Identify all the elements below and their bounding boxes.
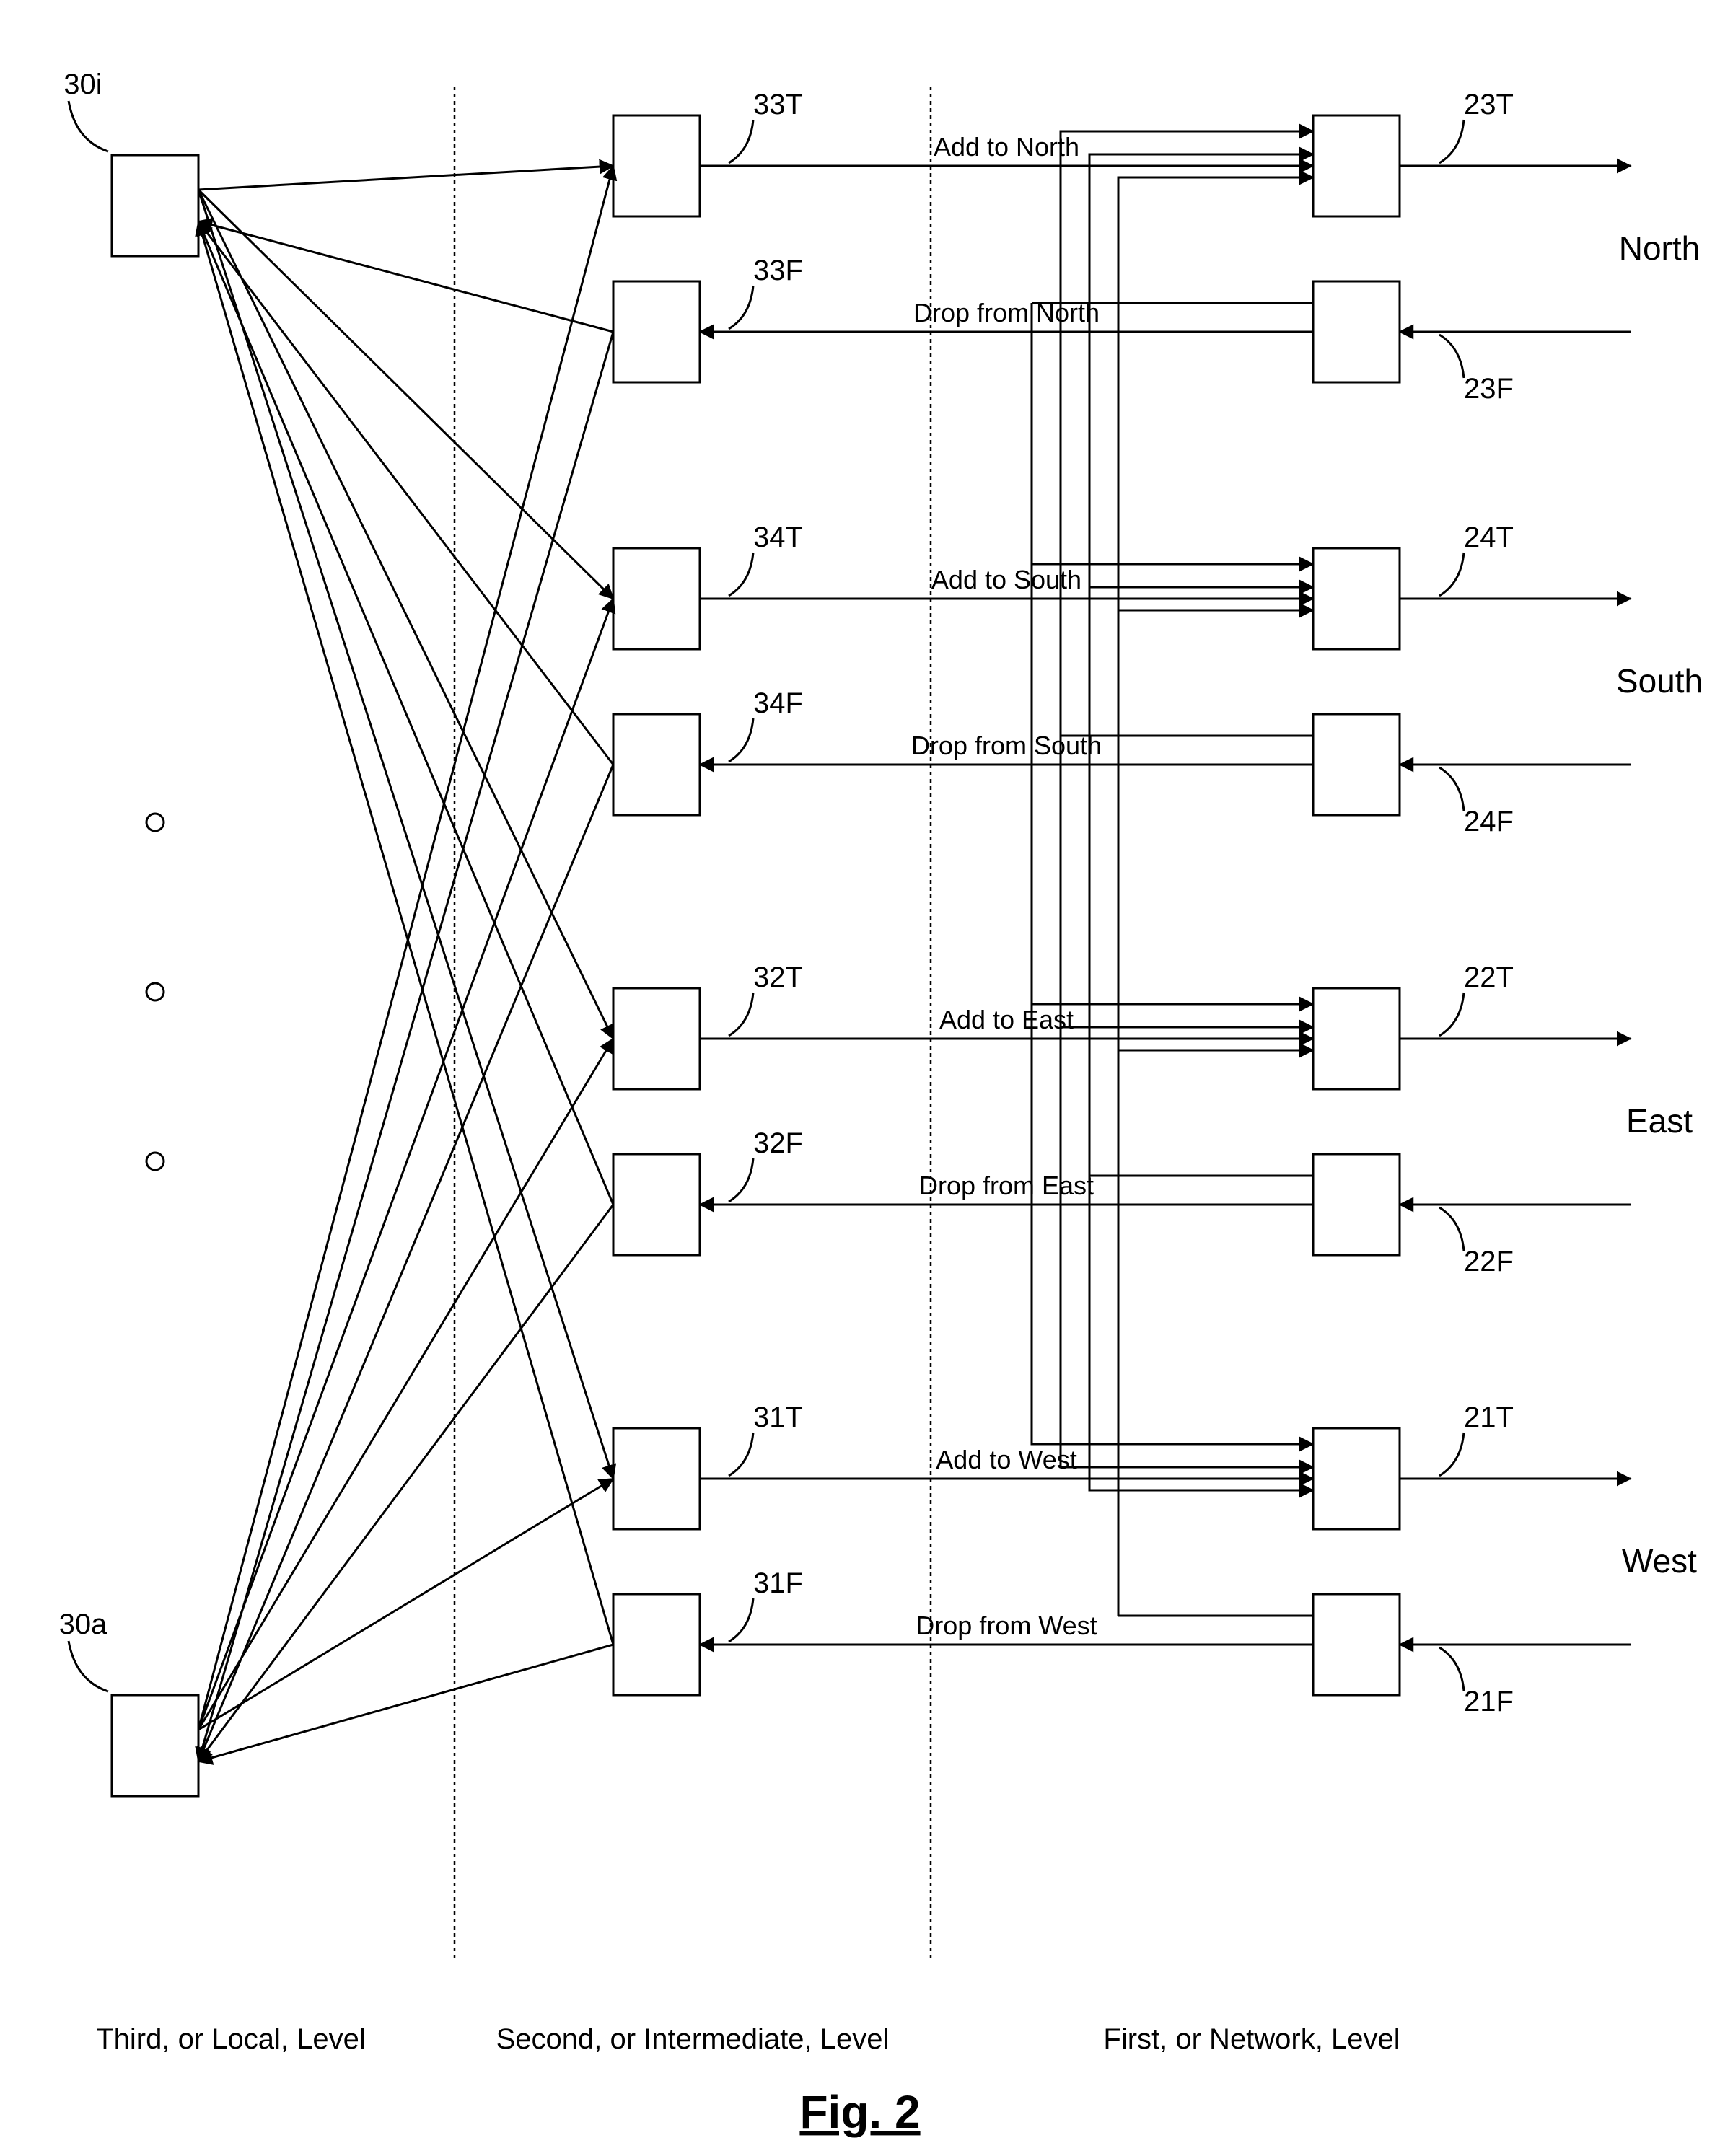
local-to-midT (198, 599, 613, 1730)
ref-leader (729, 120, 753, 163)
bus-route (1032, 303, 1313, 564)
bus-route (1061, 736, 1313, 1027)
level-label-local: Third, or Local, Level (96, 2023, 366, 2055)
ref-label: 21T (1464, 1402, 1514, 1433)
ref-label: 24T (1464, 522, 1514, 553)
local-node (112, 1695, 198, 1796)
ref-label: 32F (753, 1127, 803, 1159)
ref-label: 30a (59, 1609, 108, 1640)
ref-leader (1439, 767, 1464, 811)
ellipsis-dot (146, 1153, 164, 1170)
ref-leader (69, 1641, 108, 1691)
ref-leader (729, 993, 753, 1036)
midF-to-local (198, 221, 613, 765)
local-to-midT (198, 1479, 613, 1730)
midF-to-local (198, 332, 613, 1761)
drop-label: Drop from East (919, 1171, 1094, 1200)
intermediate-F (613, 1594, 700, 1695)
add-label: Add to North (934, 132, 1079, 162)
ref-label: 23T (1464, 89, 1514, 120)
bus-route (1118, 1050, 1313, 1616)
network-F (1313, 1154, 1400, 1255)
level-label-intermediate: Second, or Intermediate, Level (496, 2023, 890, 2055)
ref-leader (729, 286, 753, 329)
local-to-midT (198, 190, 613, 599)
ref-leader (729, 1158, 753, 1202)
bus-route (1118, 177, 1313, 1616)
ref-label: 34T (753, 522, 803, 553)
ref-label: 34F (753, 687, 803, 719)
add-label: Add to South (931, 565, 1081, 594)
intermediate-F (613, 1154, 700, 1255)
direction-label: West (1622, 1542, 1697, 1580)
ref-leader (729, 1433, 753, 1476)
bus-route (1032, 303, 1313, 1444)
drop-label: Drop from West (916, 1611, 1097, 1640)
bus-route (1118, 610, 1313, 1616)
ref-leader (69, 101, 108, 151)
intermediate-F (613, 281, 700, 382)
midF-to-local (198, 221, 613, 1645)
ref-label: 24F (1464, 806, 1514, 837)
ref-leader (1439, 120, 1464, 163)
ref-leader (1439, 1647, 1464, 1691)
local-to-midT (198, 166, 613, 1730)
ref-label: 30i (63, 69, 102, 100)
ref-label: 32T (753, 962, 803, 993)
ref-leader (1439, 993, 1464, 1036)
ref-leader (729, 553, 753, 596)
ref-label: 31F (753, 1567, 803, 1599)
local-to-midT (198, 166, 613, 190)
ref-leader (1439, 335, 1464, 378)
intermediate-T (613, 988, 700, 1089)
intermediate-T (613, 1428, 700, 1529)
direction-label: South (1616, 662, 1703, 700)
local-to-midT (198, 190, 613, 1479)
direction-label: North (1619, 229, 1700, 267)
add-label: Add to East (939, 1005, 1074, 1034)
network-F (1313, 714, 1400, 815)
ref-leader (1439, 1207, 1464, 1251)
midF-to-local (198, 221, 613, 1205)
ref-label: 21F (1464, 1686, 1514, 1717)
network-T (1313, 548, 1400, 649)
network-F (1313, 281, 1400, 382)
network-T (1313, 988, 1400, 1089)
ref-leader (1439, 553, 1464, 596)
figure-label: Fig. 2 (799, 2086, 920, 2138)
network-T (1313, 1428, 1400, 1529)
ellipsis-dot (146, 983, 164, 1000)
ref-leader (1439, 1433, 1464, 1476)
ellipsis-dot (146, 814, 164, 831)
direction-label: East (1626, 1102, 1693, 1140)
bus-route (1089, 154, 1313, 1176)
midF-to-local (198, 765, 613, 1761)
ref-label: 31T (753, 1402, 803, 1433)
ref-leader (729, 718, 753, 762)
local-node (112, 155, 198, 256)
ref-label: 22F (1464, 1246, 1514, 1277)
bus-route (1061, 736, 1313, 1467)
ref-label: 33T (753, 89, 803, 120)
midF-to-local (198, 1205, 613, 1761)
network-T (1313, 115, 1400, 216)
bus-route (1089, 587, 1313, 1176)
bus-route (1032, 303, 1313, 1004)
intermediate-F (613, 714, 700, 815)
midF-to-local (198, 1645, 613, 1761)
ref-leader (729, 1598, 753, 1642)
level-label-network: First, or Network, Level (1103, 2023, 1400, 2055)
ref-label: 22T (1464, 962, 1514, 993)
ref-label: 33F (753, 255, 803, 286)
add-label: Add to West (936, 1445, 1076, 1474)
intermediate-T (613, 548, 700, 649)
local-to-midT (198, 1039, 613, 1730)
bus-route (1061, 131, 1313, 736)
intermediate-T (613, 115, 700, 216)
network-F (1313, 1594, 1400, 1695)
ref-label: 23F (1464, 373, 1514, 405)
